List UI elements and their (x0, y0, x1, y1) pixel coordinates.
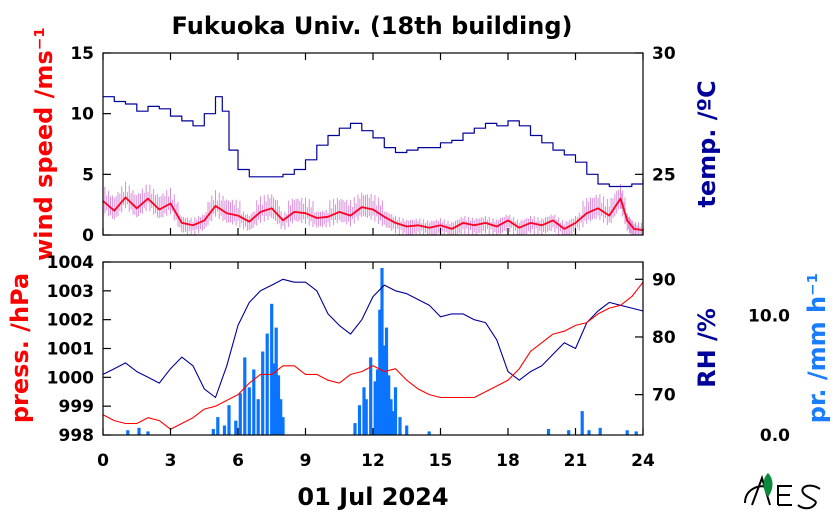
x-axis-ticks: 0 3 6 9 12 15 18 21 24 (97, 53, 655, 471)
chart-title: Fukuoka Univ. (18th building) (172, 12, 573, 40)
precipitation-bar (398, 417, 402, 435)
rh-tick-label: 70 (652, 386, 676, 406)
precipitation-bar (252, 369, 256, 435)
precipitation-bar (272, 363, 276, 435)
wind-speed-tick-label: 0 (82, 226, 94, 246)
precipitation-bars (126, 268, 638, 435)
precipitation-bar (256, 399, 260, 435)
precipitation-bar (357, 405, 362, 435)
precipitation-bar (625, 430, 629, 435)
precipitation-bar (274, 327, 278, 435)
wind-speed-axis-label: wind speed /ms⁻¹ (30, 27, 58, 261)
precipitation-bar (375, 369, 380, 435)
x-tick-label: 9 (300, 451, 312, 471)
precipitation-bar (216, 417, 220, 435)
x-tick-label: 21 (564, 451, 588, 471)
precipitation-bar (427, 431, 431, 435)
precipitation-bar (146, 431, 150, 435)
pressure-tick-label: 1004 (47, 253, 94, 273)
temperature-tick-label: 25 (652, 165, 676, 185)
precipitation-bar (369, 357, 373, 435)
precipitation-bar (382, 345, 386, 435)
precipitation-bar (137, 427, 141, 435)
temperature-line (103, 96, 644, 188)
x-tick-label: 24 (631, 451, 655, 471)
precipitation-bar (243, 357, 247, 435)
pressure-tick-label: 1001 (47, 340, 94, 360)
x-tick-label: 0 (97, 451, 109, 471)
precipitation-bar (391, 411, 395, 435)
precipitation-bar (265, 333, 269, 435)
pressure-tick-label: 999 (59, 397, 95, 417)
pressure-tick-label: 998 (59, 426, 95, 446)
precipitation-tick-label: 10.0 (748, 307, 790, 327)
date-label: 01 Jul 2024 (297, 483, 448, 511)
precipitation-bar (227, 405, 231, 435)
wind-speed-tick-label: 15 (70, 44, 94, 64)
temperature-tick-label: 30 (652, 44, 676, 64)
lower-axis-ticks: 998 999 1000 1001 1002 1003 1004 70 80 90 0.0 10.0 (47, 253, 790, 446)
precipitation-bar (362, 387, 366, 435)
x-tick-label: 18 (496, 451, 520, 471)
x-tick-label: 3 (165, 451, 177, 471)
precipitation-bar (393, 387, 398, 435)
rh-axis-label: RH /% (693, 308, 721, 388)
precipitation-bar (387, 375, 391, 435)
precipitation-bar (567, 430, 571, 435)
lower-panel: 998999100010011002100310047080900.010.0 … (6, 253, 831, 446)
precipitation-bar (598, 427, 602, 435)
upper-axis-ticks: 0 5 10 15 25 30 (70, 44, 676, 246)
precipitation-bar (276, 375, 281, 435)
precipitation-bar (384, 327, 389, 435)
precipitation-bar (126, 430, 130, 435)
pressure-tick-label: 1003 (47, 282, 94, 302)
precipitation-bar (234, 420, 238, 435)
x-tick-label: 6 (232, 451, 244, 471)
wind-speed-tick-label: 5 (82, 165, 94, 185)
upper-panel: 0 5 10 15 25 30 wind speed /ms⁻¹ temp. /ºC (30, 27, 721, 261)
wind-speed-line (102, 196, 644, 231)
precipitation-bar (580, 411, 584, 435)
x-tick-label: 15 (429, 451, 453, 471)
rh-tick-label: 80 (652, 328, 676, 348)
precipitation-bar (279, 399, 283, 435)
precipitation-bar (222, 425, 227, 435)
pressure-line (102, 281, 644, 430)
precipitation-bar (634, 431, 638, 435)
precipitation-bar (211, 429, 215, 435)
precipitation-bar (261, 351, 265, 435)
pressure-axis-label: press. /hPa (6, 273, 34, 423)
temperature-axis-label: temp. /ºC (693, 80, 721, 207)
upper-series (102, 96, 644, 231)
precipitation-bar (281, 417, 285, 435)
precipitation-bar (380, 268, 384, 435)
precipitation-bar (405, 425, 409, 435)
precipitation-bar (546, 429, 551, 435)
lower-series (102, 278, 644, 430)
precipitation-axis-label: pr. /mm h⁻¹ (803, 273, 831, 423)
precipitation-bar (373, 381, 377, 435)
pressure-tick-label: 1000 (47, 368, 94, 388)
logo-icon (744, 473, 821, 510)
precipitation-bar (247, 387, 251, 435)
precipitation-bar (238, 393, 242, 435)
precipitation-bar (353, 423, 357, 435)
wind-speed-tick-label: 10 (70, 105, 94, 125)
pressure-tick-label: 1002 (47, 311, 94, 331)
precipitation-bar (270, 303, 274, 435)
precipitation-bar (364, 399, 368, 435)
x-tick-label: 12 (361, 451, 385, 471)
rh-line (102, 278, 644, 399)
precipitation-tick-label: 0.0 (760, 426, 790, 446)
rh-tick-label: 90 (652, 270, 676, 290)
precipitation-bar (389, 399, 393, 435)
precipitation-bar (378, 309, 382, 435)
precipitation-bar (587, 430, 591, 435)
